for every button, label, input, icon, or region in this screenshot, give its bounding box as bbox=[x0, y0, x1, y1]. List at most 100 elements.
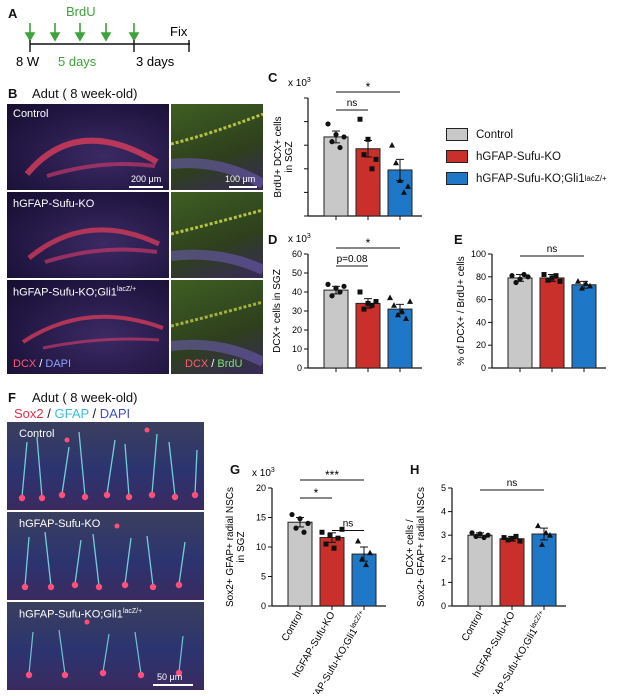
row-label: hGFAP-Sufu-KO bbox=[13, 198, 95, 210]
legend-item-gli: hGFAP-Sufu-KO;Gli1 lacZ/+ bbox=[446, 172, 607, 185]
duration-brdu-label: 5 days bbox=[58, 54, 97, 69]
bar bbox=[531, 533, 557, 607]
data-point bbox=[541, 272, 547, 278]
data-point bbox=[289, 511, 295, 518]
y-tick-label: 5 bbox=[261, 572, 266, 582]
micrograph-b-gli-overview: hGFAP-Sufu-KO;Gli1lacZ/+ DCX / DAPI bbox=[7, 280, 169, 374]
y-tick-label: 40 bbox=[476, 317, 486, 327]
data-point bbox=[395, 311, 401, 318]
data-point bbox=[547, 532, 553, 538]
y-axis-label: BrdU+ DCX+ cells bbox=[273, 116, 284, 197]
brdu-arrows bbox=[24, 23, 140, 42]
data-point bbox=[333, 285, 339, 291]
data-point bbox=[339, 526, 345, 532]
panel-c-label: C bbox=[268, 70, 278, 85]
significance-label: ns bbox=[507, 478, 518, 489]
data-point bbox=[393, 159, 399, 166]
y-tick-label: 100 bbox=[471, 249, 486, 259]
data-point bbox=[391, 302, 397, 308]
y-tick-label: 60 bbox=[292, 249, 302, 259]
data-point bbox=[327, 532, 333, 538]
bar bbox=[387, 308, 413, 369]
significance-label: * bbox=[314, 486, 319, 500]
legend-item-control: Control bbox=[446, 128, 513, 141]
chart-d: x 103 0 10 20 30 40 50 60 DCX+ cells in SGZ p=0.0… bbox=[272, 233, 422, 373]
panel-g-label: G bbox=[230, 462, 241, 477]
data-point bbox=[297, 516, 303, 522]
data-point bbox=[293, 525, 299, 531]
data-point bbox=[341, 283, 347, 289]
y-tick-label: 60 bbox=[476, 295, 486, 305]
micrograph-b-gli-zoom: DCX / BrdU bbox=[171, 280, 263, 374]
data-point bbox=[361, 152, 367, 158]
data-point bbox=[363, 561, 369, 568]
row-label: hGFAP-Sufu-KO;Gli1lacZ/+ bbox=[19, 608, 143, 621]
scale-bar bbox=[229, 186, 257, 188]
fix-label: Fix bbox=[170, 24, 188, 39]
y-tick-label: 4 bbox=[441, 507, 446, 517]
brdu-arrowhead-3 bbox=[74, 32, 86, 42]
legend-swatch bbox=[446, 172, 468, 185]
data-point bbox=[505, 537, 511, 543]
y-tick-label: 30 bbox=[292, 306, 302, 316]
significance-label: * bbox=[366, 80, 371, 94]
data-point bbox=[509, 536, 515, 542]
panel-e-label: E bbox=[454, 232, 463, 247]
data-point bbox=[579, 285, 585, 291]
y-tick-label: 0 bbox=[481, 363, 486, 373]
legend-item-sufu: hGFAP-Sufu-KO bbox=[446, 150, 561, 163]
data-point bbox=[517, 276, 523, 282]
micrograph-f-gli: hGFAP-Sufu-KO;Gli1lacZ/+ 50 μm bbox=[7, 602, 204, 690]
panel-b-title: Adut ( 8 week-old) bbox=[32, 86, 138, 101]
data-point bbox=[477, 531, 483, 537]
data-point bbox=[319, 529, 325, 535]
panel-h-label: H bbox=[410, 462, 420, 477]
duration-chase-label: 3 days bbox=[136, 54, 175, 69]
y-tick-label: 15 bbox=[256, 513, 266, 523]
legend-swatch bbox=[446, 128, 468, 141]
panel-d-label: D bbox=[268, 232, 278, 247]
row-label: Control bbox=[13, 108, 49, 120]
data-point bbox=[367, 549, 373, 556]
significance-label: ns bbox=[343, 519, 354, 530]
data-point bbox=[549, 275, 555, 281]
chart-e: 0 20 40 60 80 100 % of DCX+ / BrdU+ cells ns bbox=[456, 244, 606, 373]
scale-bar-label: 100 μm bbox=[225, 174, 256, 184]
micrograph-b-control-zoom: 100 μm bbox=[171, 104, 263, 190]
data-point bbox=[473, 533, 479, 539]
data-point bbox=[357, 116, 363, 122]
data-point bbox=[305, 520, 311, 526]
multiplier-label: x 103 bbox=[288, 233, 311, 245]
legend-swatch bbox=[446, 150, 468, 163]
chart-c: x 103 BrdU+ DCX+ cells in SGZ ns * bbox=[273, 77, 422, 220]
y-tick-label: 2 bbox=[441, 554, 446, 564]
y-axis-label: in SGZ bbox=[236, 531, 247, 562]
data-point bbox=[575, 278, 581, 284]
panel-f-label: F bbox=[8, 390, 16, 405]
data-point bbox=[535, 522, 541, 529]
data-point bbox=[369, 166, 375, 172]
bar bbox=[355, 302, 381, 369]
data-point bbox=[361, 306, 367, 312]
data-point bbox=[335, 535, 341, 541]
data-point bbox=[545, 277, 551, 283]
data-point bbox=[583, 280, 589, 287]
data-point bbox=[323, 541, 329, 547]
data-point bbox=[405, 183, 411, 189]
data-point bbox=[355, 537, 361, 544]
data-point bbox=[513, 279, 519, 286]
data-point bbox=[543, 529, 549, 536]
data-point bbox=[373, 156, 379, 162]
brdu-arrowhead-2 bbox=[49, 32, 61, 42]
chart-g: x 103 0 5 10 15 20 Sox2+ GFAP+ radial NSCs in S… bbox=[225, 467, 386, 694]
data-point bbox=[341, 134, 347, 140]
panel-b-label: B bbox=[8, 86, 18, 101]
y-tick-label: 3 bbox=[441, 530, 446, 540]
data-point bbox=[329, 139, 335, 145]
micrograph-b-control-overview: Control 200 μm bbox=[7, 104, 169, 190]
panel-f-title: Adut ( 8 week-old) bbox=[32, 390, 138, 405]
brdu-label: BrdU bbox=[66, 4, 96, 19]
y-tick-label: 1 bbox=[441, 577, 446, 587]
y-axis-label: DCX+ cells in SGZ bbox=[272, 269, 283, 353]
micrograph-f-control: Control bbox=[7, 422, 204, 510]
